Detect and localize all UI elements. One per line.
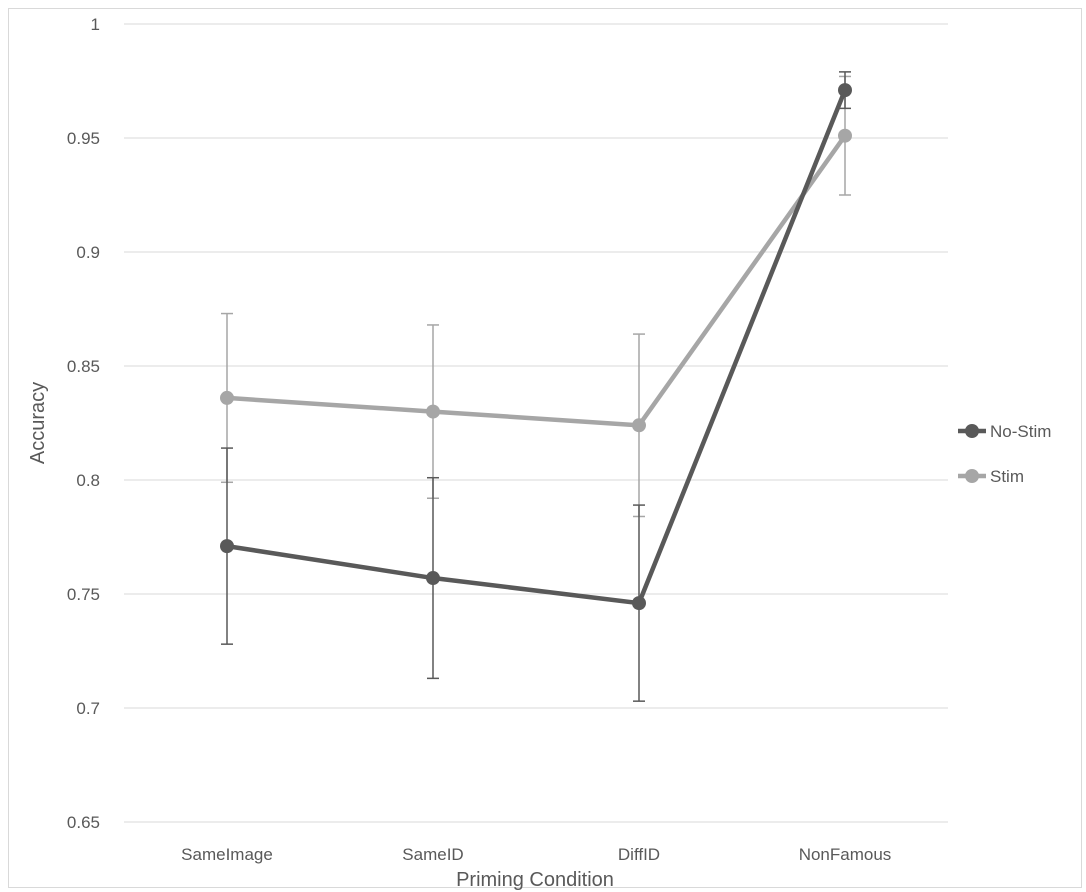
y-tick-label: 1 [91,15,100,34]
legend: No-Stim Stim [958,422,1051,486]
data-point [632,596,646,611]
y-tick-label: 0.65 [67,813,100,832]
data-point [838,128,852,143]
error-bars [221,71,851,702]
legend-marker [965,424,979,438]
y-axis-title: Accuracy [27,382,49,464]
y-tick-label: 0.75 [67,585,100,604]
series-line-stim [226,134,847,428]
data-point [220,539,234,554]
x-tick-label: SameImage [181,845,273,864]
x-axis-tick-labels: SameImage SameID DiffID NonFamous [181,845,891,864]
y-tick-label: 0.95 [67,129,100,148]
data-point [632,418,646,433]
series-line-no-stim [226,89,848,606]
legend-marker [965,469,979,483]
y-axis-tick-labels: 1 0.95 0.9 0.85 0.8 0.75 0.7 0.65 [67,15,100,832]
chart-frame [8,8,1082,888]
data-point [426,404,440,419]
x-tick-label: DiffID [618,845,660,864]
y-tick-label: 0.7 [76,699,100,718]
y-tick-label: 0.85 [67,357,100,376]
gridlines [124,23,948,823]
legend-label: No-Stim [990,422,1051,441]
series-lines [226,89,848,606]
data-point [838,83,852,98]
data-point [220,390,234,405]
data-point [426,571,440,586]
x-axis-title: Priming Condition [456,869,614,891]
y-tick-label: 0.8 [76,471,100,490]
x-tick-label: NonFamous [799,845,892,864]
data-markers [220,83,852,611]
x-tick-label: SameID [402,845,463,864]
y-tick-label: 0.9 [76,243,100,262]
legend-label: Stim [990,467,1024,486]
